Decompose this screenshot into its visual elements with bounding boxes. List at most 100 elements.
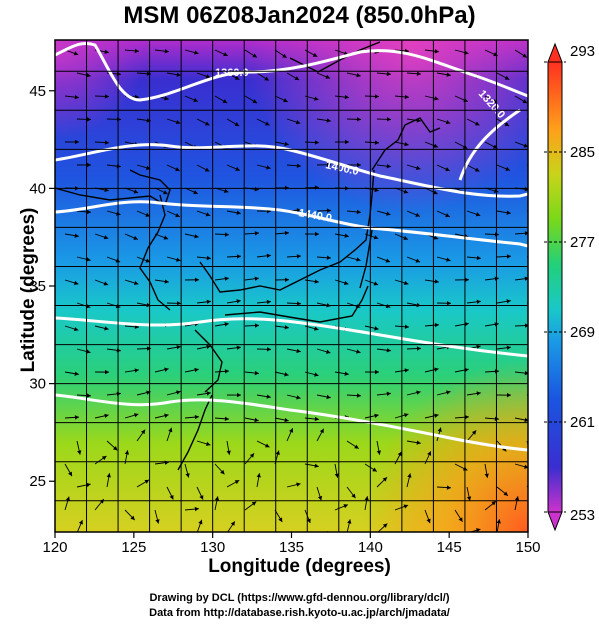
streamline-arrowhead xyxy=(101,455,107,461)
streamline-arrowhead xyxy=(476,344,481,350)
streamline-arrowhead xyxy=(476,391,481,396)
y-tick-label: 35 xyxy=(29,278,46,295)
streamline-arrowhead xyxy=(296,208,301,213)
streamline-arrowhead xyxy=(445,213,450,218)
streamline-arrowhead xyxy=(474,121,480,126)
streamline-arrowhead xyxy=(266,299,271,305)
streamline-arrowhead xyxy=(506,299,511,304)
streamline-arrowhead xyxy=(484,473,489,478)
streamline-arrowhead xyxy=(134,48,139,54)
streamline-arrowhead xyxy=(282,53,287,58)
streamline-arrowhead xyxy=(133,189,139,194)
streamline-arrowhead xyxy=(104,94,109,99)
streamline-arrowhead xyxy=(471,430,477,435)
streamline-arrowhead xyxy=(476,255,481,261)
streamline-arrowhead xyxy=(74,94,79,100)
streamline-arrowhead xyxy=(314,279,319,284)
streamline-arrowhead xyxy=(537,209,541,213)
streamline-arrowhead xyxy=(434,413,439,418)
streamline-arrowhead xyxy=(133,235,138,240)
streamline-arrowhead xyxy=(284,372,289,377)
streamline-arrowhead xyxy=(266,394,271,399)
streamline-arrowhead xyxy=(385,258,391,263)
colorbar-tick-label: 285 xyxy=(570,144,595,161)
streamline-arrowhead xyxy=(433,235,439,240)
streamline-segment xyxy=(526,394,528,396)
streamline-arrowhead xyxy=(496,519,501,524)
streamline-arrowhead xyxy=(506,210,511,215)
streamline-arrowhead xyxy=(204,121,210,126)
streamline-arrowhead xyxy=(224,276,229,281)
streamline-segment xyxy=(257,533,268,542)
streamline-arrowhead xyxy=(144,479,150,484)
x-axis-title: Longitude (degrees) xyxy=(208,556,391,577)
streamline-arrowhead xyxy=(458,517,463,522)
streamline-arrowhead xyxy=(251,501,257,506)
x-tick-label: 125 xyxy=(121,539,146,556)
streamline-arrowhead xyxy=(426,518,431,524)
streamline-arrowhead xyxy=(146,118,151,123)
streamline-arrowhead xyxy=(224,369,229,374)
streamline-arrowhead xyxy=(86,257,91,262)
streamline-arrowhead xyxy=(411,540,415,545)
streamline-arrowhead xyxy=(524,370,528,376)
streamline-arrowhead xyxy=(314,140,319,145)
colorbar-bar xyxy=(547,61,563,513)
lat-lon-grid xyxy=(55,40,528,532)
streamline-arrowhead xyxy=(86,482,91,488)
streamline-arrowhead xyxy=(176,345,181,350)
streamline-arrowhead xyxy=(103,235,109,240)
streamline-arrowhead xyxy=(199,495,204,500)
streamline-arrowhead xyxy=(434,322,439,328)
streamline-arrowhead xyxy=(524,323,528,328)
streamline-arrowhead xyxy=(344,94,349,100)
colorbar-ticks: 293 285 277 269 261 253 xyxy=(544,43,595,524)
streamline-arrowhead xyxy=(372,467,377,472)
streamline-arrowhead xyxy=(164,279,169,284)
streamline-arrowhead xyxy=(175,167,180,172)
streamline-arrowhead xyxy=(356,162,361,168)
streamline-arrowhead xyxy=(344,371,349,376)
streamline-arrowhead xyxy=(164,367,169,372)
streamline-arrowhead xyxy=(474,167,480,172)
streamline-arrowhead xyxy=(296,301,301,306)
streamline-arrowhead xyxy=(475,212,481,217)
streamline-segment xyxy=(526,164,528,166)
streamline-arrowhead xyxy=(86,73,91,78)
streamline-arrowhead xyxy=(344,233,349,238)
streamline-arrowhead xyxy=(314,372,319,377)
streamline-arrowhead xyxy=(106,473,111,478)
streamline-arrowhead xyxy=(284,230,289,236)
streamline-arrowhead xyxy=(236,345,241,350)
streamline-arrowhead xyxy=(445,167,450,172)
streamline-arrowhead xyxy=(404,368,409,373)
streamline-arrowhead xyxy=(99,499,104,504)
streamline-arrowhead xyxy=(103,281,109,286)
streamline-arrowhead xyxy=(464,322,469,327)
streamline-arrowhead xyxy=(427,451,432,456)
streamline-arrowhead xyxy=(73,326,79,332)
streamline-arrowhead xyxy=(254,417,259,423)
streamline-arrowhead xyxy=(224,322,229,327)
streamline-arrowhead xyxy=(130,515,135,521)
streamline-arrowhead xyxy=(407,473,412,478)
streamline-arrowhead xyxy=(356,349,361,354)
streamline-arrowhead xyxy=(86,349,91,354)
streamline-segment xyxy=(527,531,528,532)
streamline-arrowhead xyxy=(382,477,388,482)
streamline-arrowhead xyxy=(524,464,528,469)
streamline-arrowhead xyxy=(65,496,70,502)
streamline-arrowhead xyxy=(373,235,379,240)
streamline-arrowhead xyxy=(434,279,439,284)
streamline-arrowhead xyxy=(112,446,118,451)
axes: 120 125 130 135 140 145 150 25 30 35 40 45 xyxy=(29,83,540,556)
streamline-arrowhead xyxy=(146,71,151,76)
streamline-segment xyxy=(107,533,120,539)
streamline-arrowhead xyxy=(522,53,527,58)
streamline-arrowhead xyxy=(522,99,528,104)
streamline-arrowhead xyxy=(193,190,198,195)
streamline-arrowhead xyxy=(266,347,271,352)
streamline-arrowhead xyxy=(523,143,528,148)
streamline-arrowhead xyxy=(404,141,409,147)
